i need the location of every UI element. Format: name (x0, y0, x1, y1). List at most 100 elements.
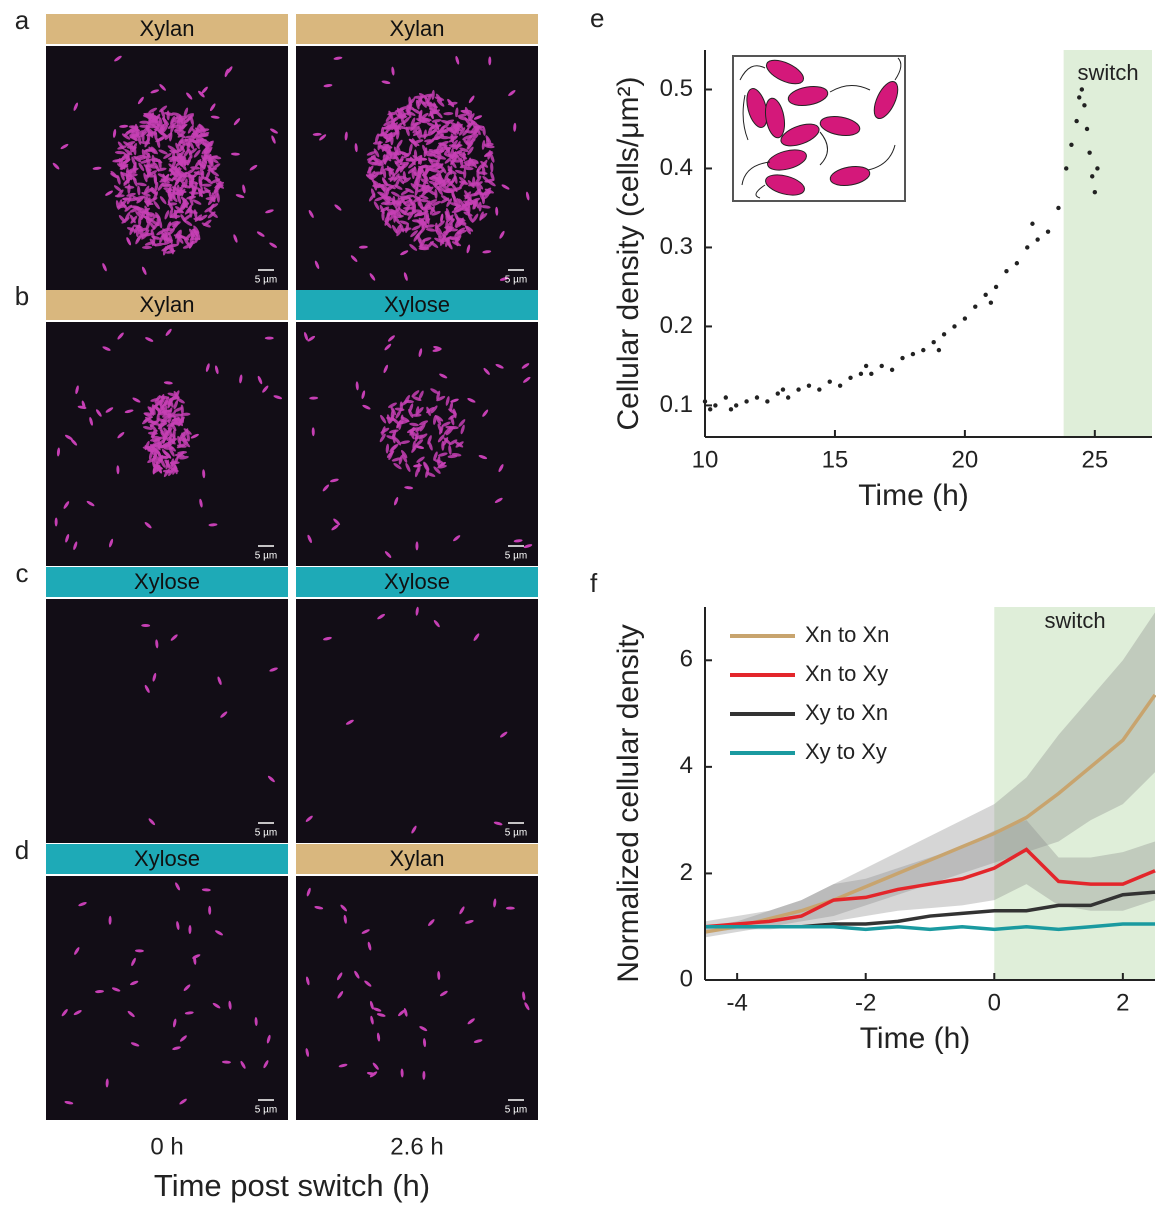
cell (478, 201, 482, 212)
cell (163, 468, 170, 478)
cell (482, 125, 486, 136)
data-point (900, 355, 905, 361)
data-point (931, 340, 936, 345)
cell (203, 187, 212, 195)
cell (159, 455, 169, 459)
cell (387, 112, 398, 116)
inset-illustration (732, 55, 906, 202)
cell (120, 201, 128, 210)
cell (480, 205, 491, 209)
cell (396, 227, 403, 237)
cell (418, 420, 429, 426)
cell (126, 192, 136, 197)
cell (378, 183, 386, 192)
cell (142, 446, 153, 450)
cell (152, 672, 157, 682)
cell (420, 178, 429, 185)
cell (433, 414, 437, 425)
cell (163, 237, 173, 242)
cell (436, 395, 446, 402)
cell (122, 197, 132, 201)
cell (409, 243, 418, 251)
cell (184, 1011, 194, 1015)
cell (370, 155, 379, 163)
cell (393, 149, 398, 160)
cell (521, 363, 530, 369)
cell (421, 165, 432, 169)
cell (176, 153, 183, 162)
cell (174, 177, 181, 186)
cell (126, 170, 137, 174)
cell (419, 422, 426, 432)
cell (428, 204, 436, 213)
cell (437, 434, 445, 443)
cell (431, 119, 442, 123)
cell (157, 135, 167, 141)
cell (144, 212, 155, 216)
condition-header (46, 290, 288, 320)
cell (468, 95, 475, 104)
cell (467, 146, 474, 156)
cell (481, 139, 486, 150)
cell (105, 190, 114, 196)
cell (179, 1035, 187, 1042)
cell (338, 1063, 348, 1068)
cell (137, 96, 144, 105)
cell (198, 162, 206, 169)
cell (467, 200, 478, 206)
cell (476, 164, 483, 173)
cell (264, 336, 274, 340)
cell (142, 245, 153, 250)
cell (387, 211, 396, 216)
cell (143, 185, 150, 195)
cell (459, 180, 469, 185)
cell (400, 414, 404, 425)
cell (440, 165, 447, 174)
cell (319, 134, 327, 141)
cell (105, 1078, 109, 1088)
data-point (1079, 87, 1085, 92)
cell (426, 240, 434, 249)
cell (350, 255, 358, 263)
cell (388, 148, 392, 159)
cell (190, 228, 195, 239)
cell (393, 199, 398, 210)
cell (202, 154, 212, 161)
cell (361, 390, 366, 400)
cell (124, 409, 134, 414)
cell (445, 427, 454, 436)
cell (148, 197, 158, 203)
legend-label: Xn to Xy (805, 661, 888, 686)
cell (158, 395, 169, 399)
cell (156, 138, 161, 148)
series-line (705, 922, 1155, 932)
cell (490, 171, 495, 181)
cell (176, 921, 180, 931)
cell (212, 1002, 221, 1009)
cell (202, 469, 206, 479)
cell (368, 193, 376, 202)
cell (269, 128, 278, 134)
cell (273, 395, 283, 400)
cell (334, 204, 342, 211)
cell (501, 184, 510, 190)
cell (340, 904, 348, 912)
data-point (796, 387, 801, 392)
cell (170, 416, 180, 423)
cell (444, 171, 450, 181)
cell (427, 189, 437, 196)
cell (449, 401, 454, 412)
cell (513, 539, 523, 543)
cell (201, 86, 208, 94)
data-point (827, 379, 832, 384)
cell (463, 166, 474, 171)
cell (163, 173, 170, 182)
cell (443, 427, 452, 435)
cell (473, 1039, 483, 1043)
cell (304, 331, 308, 341)
cell (451, 241, 462, 247)
cell (451, 183, 458, 193)
cell (423, 150, 434, 154)
cell (141, 192, 151, 197)
cell (483, 367, 490, 375)
